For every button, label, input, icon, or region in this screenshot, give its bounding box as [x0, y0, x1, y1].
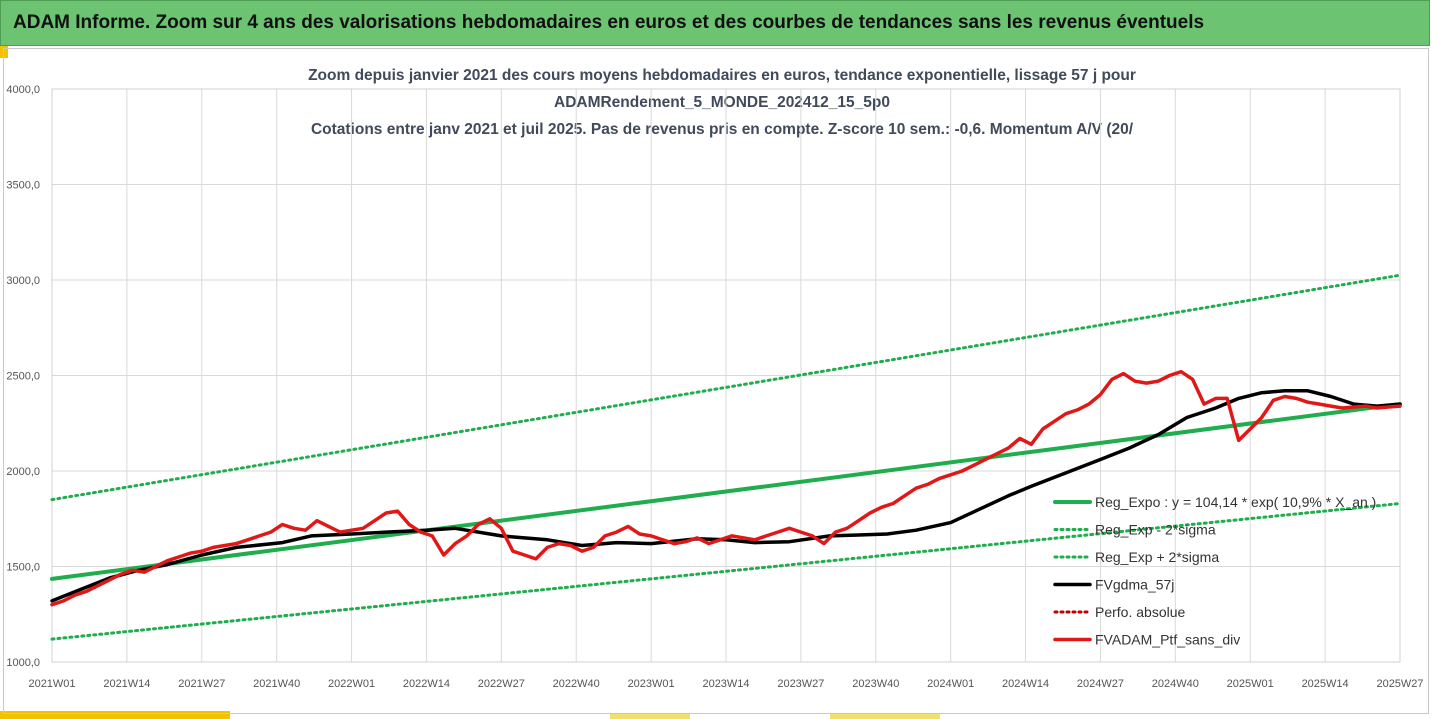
x-tick-label: 2021W27 — [178, 678, 225, 690]
legend-label: Reg_Expo : y = 104,14 * exp( 10,9% * X_a… — [1095, 494, 1376, 510]
x-tick-label: 2021W40 — [253, 678, 300, 690]
legend-label: FVgdma_57j — [1095, 577, 1174, 593]
y-tick-label: 3000,0 — [6, 275, 40, 287]
x-tick-label: 2022W40 — [553, 678, 600, 690]
reg-exp-plus-2sigma-line — [50, 273, 1402, 502]
x-tick-label: 2022W01 — [328, 678, 375, 690]
x-tick-label: 2024W40 — [1152, 678, 1199, 690]
x-tick-label: 2024W27 — [1077, 678, 1124, 690]
accent-bar — [0, 46, 8, 58]
x-tick-label: 2025W27 — [1376, 678, 1423, 690]
reg-exp-minus-2sigma-line — [50, 502, 1402, 641]
y-tick-label: 4000,0 — [6, 84, 40, 96]
y-tick-label: 3500,0 — [6, 180, 40, 192]
fvgdma-57j-line — [50, 389, 1402, 603]
chart-title: Zoom depuis janvier 2021 des cours moyen… — [308, 67, 1136, 138]
x-tick-label: 2022W27 — [478, 678, 525, 690]
header-title: ADAM Informe. Zoom sur 4 ans des valoris… — [13, 12, 1205, 33]
x-axis-ticks: 2021W01 2021W14 2021W27 2021W40 2022W01 2022W… — [28, 678, 1423, 690]
x-tick-label: 2023W14 — [702, 678, 749, 690]
x-tick-label: 2025W14 — [1302, 678, 1349, 690]
y-tick-label: 2000,0 — [6, 466, 40, 478]
legend-label: FVADAM_Ptf_sans_div — [1095, 632, 1240, 648]
accent-bar — [830, 714, 940, 719]
legend: Reg_Expo : y = 104,14 * exp( 10,9% * X_a… — [1053, 494, 1376, 648]
x-tick-label: 2021W14 — [103, 678, 150, 690]
plot-area — [51, 88, 1401, 663]
chart-title-line-1: Zoom depuis janvier 2021 des cours moyen… — [308, 67, 1136, 84]
legend-label: Perfo. absolue — [1095, 604, 1185, 620]
chart-title-line-3: Cotations entre janv 2021 et juil 2025. … — [311, 121, 1134, 138]
chart-title-line-2: ADAMRendement_5_MONDE_202412_15_5p0 — [554, 94, 890, 111]
plot-lines — [50, 273, 1402, 641]
x-tick-label: 2025W01 — [1227, 678, 1274, 690]
x-tick-label: 2023W01 — [628, 678, 675, 690]
x-tick-label: 2023W27 — [777, 678, 824, 690]
accent-bar — [0, 711, 230, 719]
header-banner: ADAM Informe. Zoom sur 4 ans des valoris… — [0, 0, 1430, 46]
x-tick-label: 2024W01 — [927, 678, 974, 690]
x-tick-label: 2021W01 — [28, 678, 75, 690]
reg-expo-line — [50, 402, 1402, 581]
x-tick-label: 2024W14 — [1002, 678, 1049, 690]
chart-grid — [51, 88, 1401, 663]
accent-bar — [610, 714, 690, 719]
y-axis-ticks: 1000,0 1500,0 2000,0 2500,0 3000,0 3500,0 4000… — [6, 84, 40, 669]
x-tick-label: 2022W14 — [403, 678, 450, 690]
legend-label: Reg_Exp + 2*sigma — [1095, 549, 1219, 565]
chart-frame — [3, 48, 1429, 714]
fvadam-ptf-sans-div-line — [50, 369, 1402, 607]
y-tick-label: 1500,0 — [6, 562, 40, 574]
y-tick-label: 1000,0 — [6, 657, 40, 669]
y-tick-label: 2500,0 — [6, 371, 40, 383]
legend-label: Reg_Exp - 2*sigma — [1095, 522, 1216, 538]
x-tick-label: 2023W40 — [852, 678, 899, 690]
